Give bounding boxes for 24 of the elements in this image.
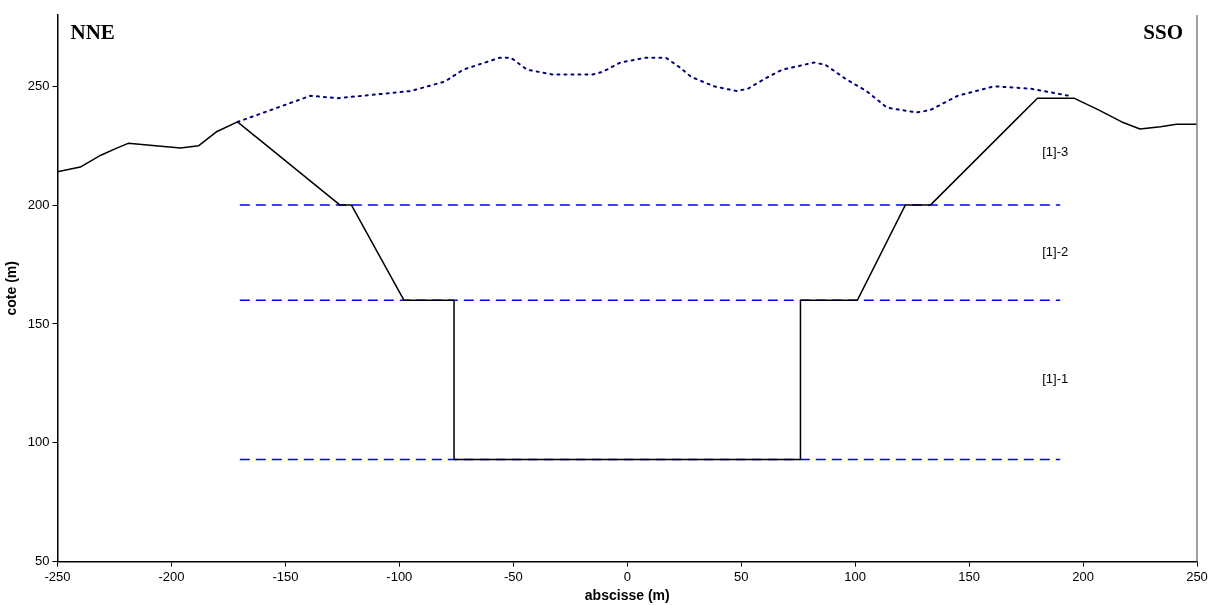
annotation: [1]-2 xyxy=(1042,244,1069,260)
annotation: SSO xyxy=(1143,19,1183,44)
line-series xyxy=(236,56,1071,123)
x-tick-label: 0 xyxy=(623,568,631,584)
x-tick-label: 100 xyxy=(844,568,866,584)
x-tick-label: -100 xyxy=(386,568,413,584)
x-tick-label: 200 xyxy=(1072,568,1094,584)
x-tick-label: -50 xyxy=(503,568,523,584)
annotation: [1]-3 xyxy=(1042,144,1069,160)
y-tick-label: 150 xyxy=(27,315,50,331)
y-tick-label: 50 xyxy=(35,553,50,569)
y-tick-label: 250 xyxy=(27,77,50,93)
x-tick-label: -250 xyxy=(44,568,71,584)
x-tick-label: 50 xyxy=(733,568,749,584)
x-tick-label: -200 xyxy=(158,568,185,584)
annotation: NNE xyxy=(70,19,115,44)
x-tick-label: 150 xyxy=(958,568,980,584)
y-tick-label: 100 xyxy=(27,434,50,450)
y-axis-title: cote (m) xyxy=(3,261,20,316)
annotation: [1]-1 xyxy=(1042,371,1069,387)
x-tick-label: 250 xyxy=(1186,568,1208,584)
x-axis-title: abscisse (m) xyxy=(584,587,670,604)
x-tick-label: -150 xyxy=(272,568,299,584)
y-tick-label: 200 xyxy=(27,196,50,212)
